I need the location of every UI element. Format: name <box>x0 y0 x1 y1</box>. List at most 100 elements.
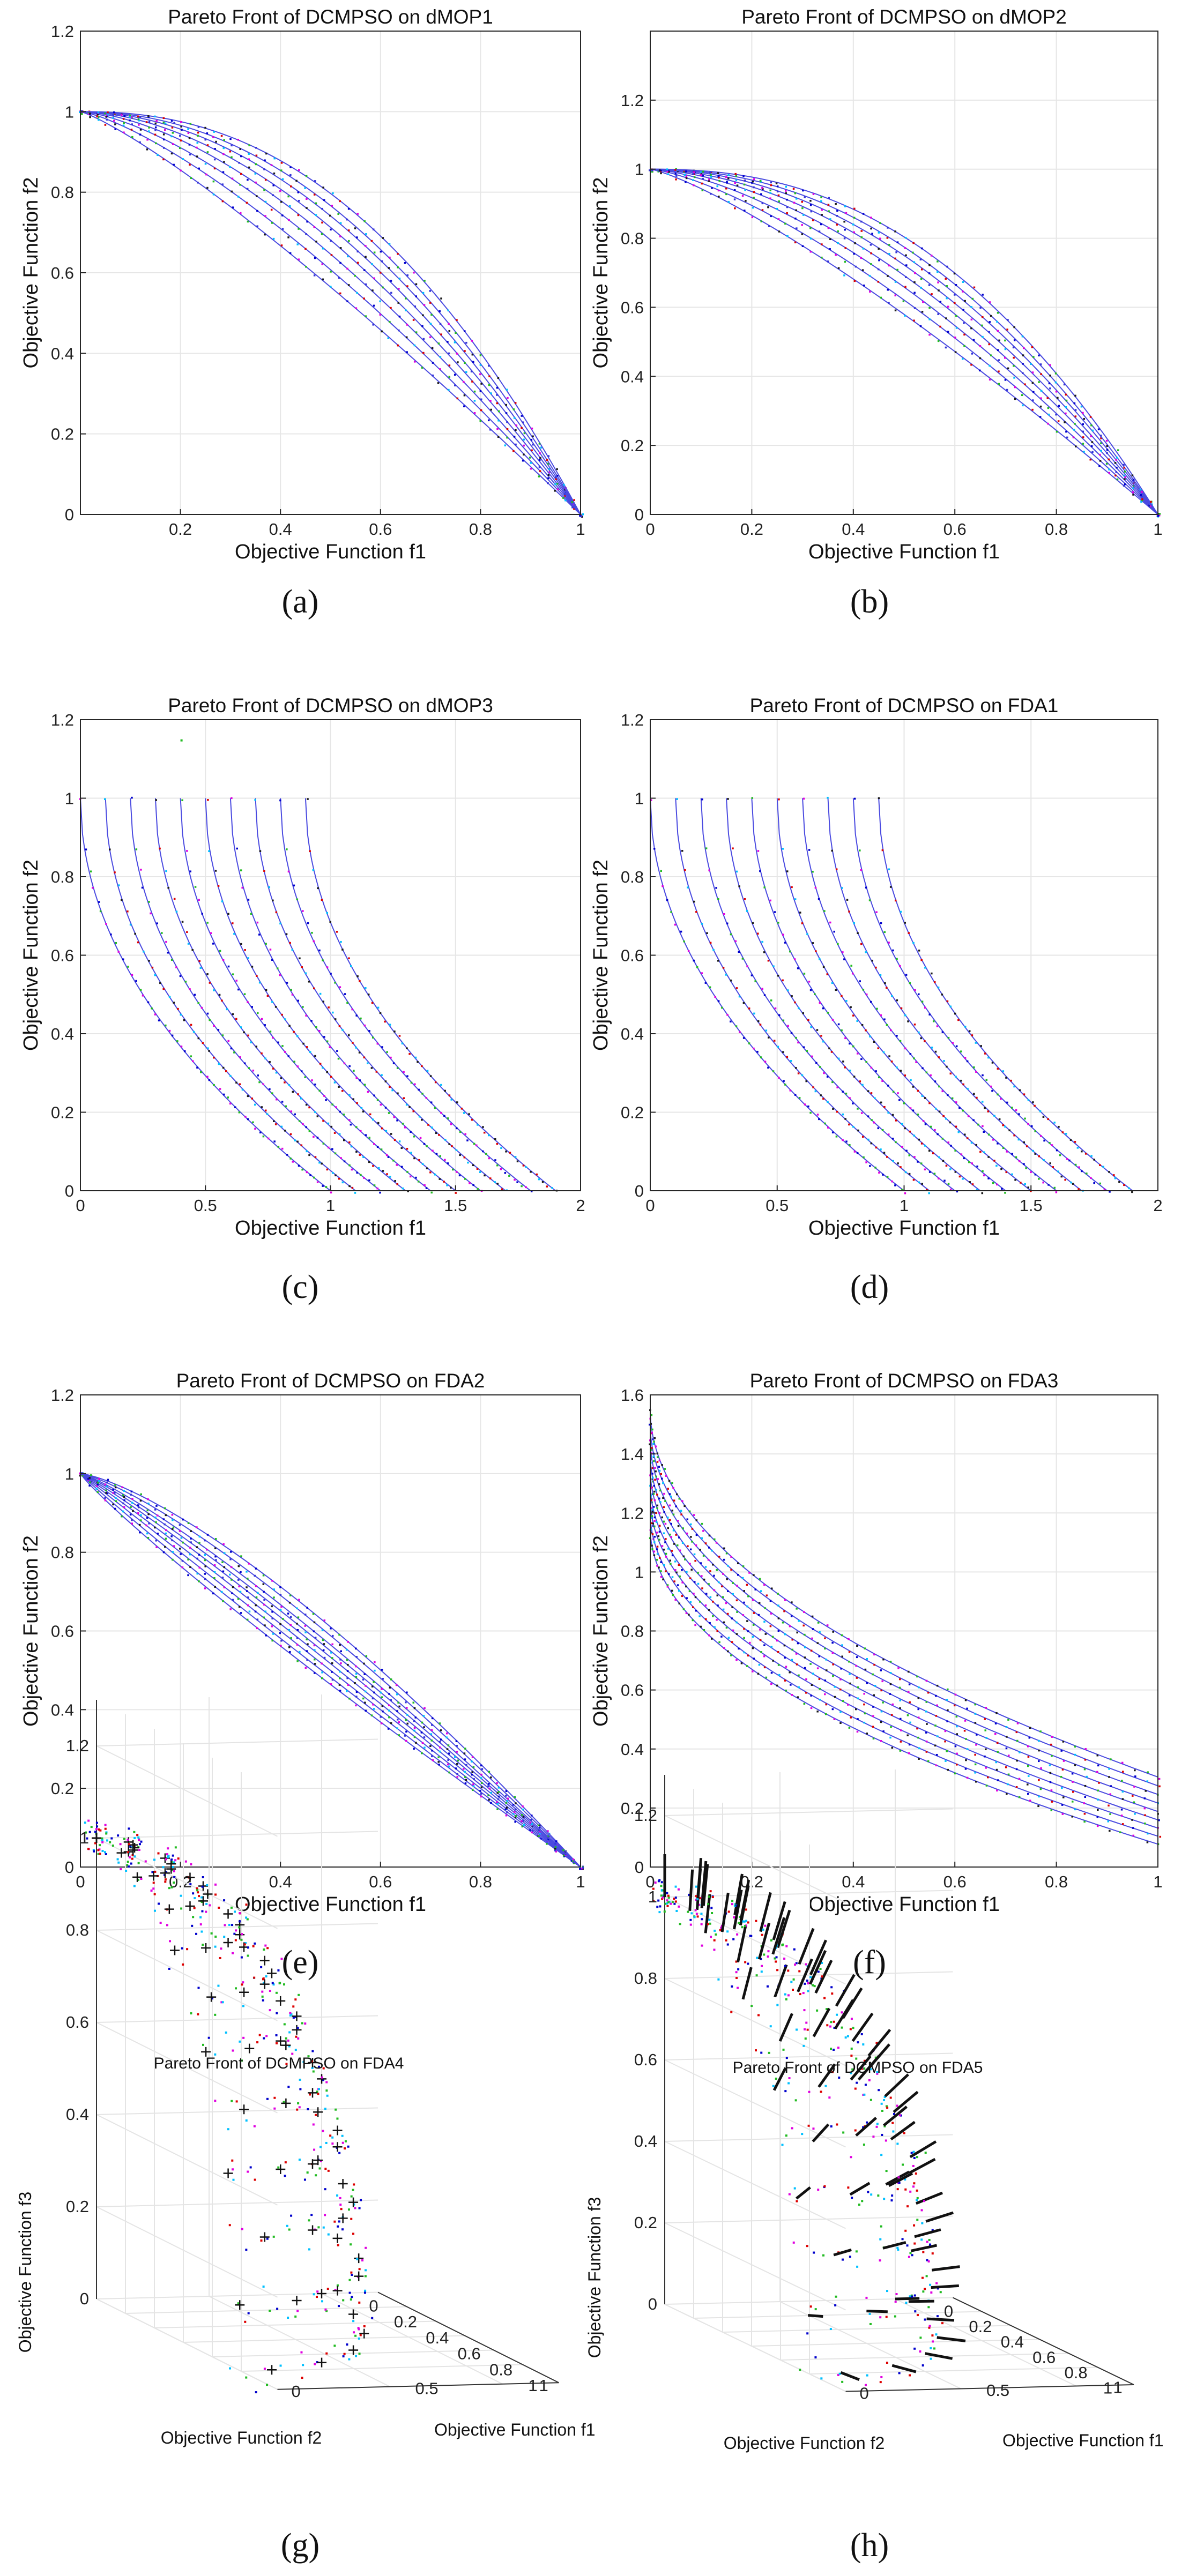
data-point <box>290 185 292 188</box>
data-point <box>745 1908 747 1911</box>
data-point <box>459 1154 461 1156</box>
data-point <box>862 989 865 991</box>
data-point <box>997 312 999 314</box>
data-point <box>347 208 350 210</box>
data-point <box>870 1142 873 1145</box>
data-point <box>358 2337 360 2340</box>
data-point <box>444 1159 446 1161</box>
data-point <box>885 2170 888 2172</box>
data-point <box>138 120 140 122</box>
data-point <box>265 1975 267 1978</box>
data-point <box>905 264 908 266</box>
data-point <box>913 319 915 322</box>
data-point <box>836 2123 838 2126</box>
data-point <box>367 1062 369 1064</box>
data-point <box>348 957 350 959</box>
data-point <box>153 1893 156 1895</box>
data-point <box>207 1047 209 1049</box>
data-point <box>908 1752 910 1754</box>
data-point <box>675 1505 677 1507</box>
radial-dash-marker <box>797 1958 813 1992</box>
pareto-curve-8 <box>852 798 1108 1191</box>
data-point <box>970 363 972 366</box>
data-point <box>883 1152 886 1154</box>
data-point <box>812 1086 814 1088</box>
data-point <box>504 1808 507 1811</box>
data-point <box>744 1924 746 1927</box>
data-point <box>873 1694 875 1697</box>
data-point <box>652 1522 655 1525</box>
data-point <box>653 1520 656 1522</box>
data-point <box>150 912 152 915</box>
data-point <box>384 1020 386 1023</box>
data-point <box>859 980 861 982</box>
data-point <box>140 1493 142 1496</box>
data-point <box>456 1773 458 1775</box>
data-point <box>708 1583 710 1585</box>
data-point <box>767 1955 769 1958</box>
z-tick-label: 0.4 <box>634 2132 657 2151</box>
data-point <box>970 327 972 330</box>
data-point <box>439 356 442 358</box>
data-point <box>678 1536 680 1539</box>
data-point <box>168 1967 170 1970</box>
data-point <box>329 1046 331 1048</box>
data-point <box>133 1885 136 1887</box>
data-point <box>539 470 541 472</box>
data-point <box>479 420 482 422</box>
data-point <box>120 114 123 116</box>
data-point <box>806 2332 809 2335</box>
data-point <box>389 320 391 323</box>
data-point <box>752 206 754 209</box>
data-point <box>1133 1801 1135 1803</box>
data-point <box>375 1071 378 1073</box>
data-point <box>1082 423 1084 425</box>
z-gridline <box>664 2222 846 2311</box>
data-point <box>321 207 323 210</box>
data-point <box>913 2347 916 2350</box>
data-point <box>313 193 316 196</box>
data-point <box>892 949 894 952</box>
x-axis-label: Objective Function f1 <box>434 2420 596 2439</box>
data-point <box>701 182 703 185</box>
data-point <box>304 1614 307 1616</box>
data-point <box>656 1553 659 1555</box>
data-point <box>845 1092 848 1095</box>
data-point <box>512 1813 515 1815</box>
data-point <box>752 922 754 924</box>
data-point <box>1011 1107 1013 1109</box>
data-point <box>182 158 184 160</box>
data-point <box>338 1025 341 1027</box>
data-point <box>937 1133 939 1136</box>
data-point <box>1018 1113 1020 1115</box>
y-axis-label: Objective Function f2 <box>161 2428 322 2447</box>
data-point <box>661 1464 663 1466</box>
data-point <box>154 1509 157 1511</box>
data-point <box>206 186 209 189</box>
data-point <box>677 1888 680 1891</box>
data-point <box>821 214 823 216</box>
data-point <box>321 1662 323 1665</box>
data-point <box>1010 1079 1012 1082</box>
data-point <box>554 1849 556 1851</box>
series-points-0 <box>650 799 906 1194</box>
data-point <box>802 2044 805 2047</box>
data-point <box>875 2042 878 2044</box>
data-point <box>300 1144 303 1146</box>
data-point <box>410 1131 412 1133</box>
data-point <box>1056 430 1058 433</box>
series-points-6 <box>81 110 583 517</box>
data-point <box>173 1881 175 1884</box>
data-point <box>788 2193 791 2196</box>
data-point <box>267 1137 270 1140</box>
data-point <box>229 138 232 140</box>
data-point <box>338 277 340 279</box>
y-tick-label: 1 <box>1103 2379 1112 2398</box>
series-points-7 <box>651 168 1160 517</box>
z-tick-label: 1.2 <box>66 1736 89 1755</box>
data-point <box>347 1684 350 1686</box>
data-point <box>809 237 812 240</box>
data-point <box>494 1138 496 1140</box>
data-point <box>365 315 367 317</box>
data-point <box>1133 1786 1135 1788</box>
